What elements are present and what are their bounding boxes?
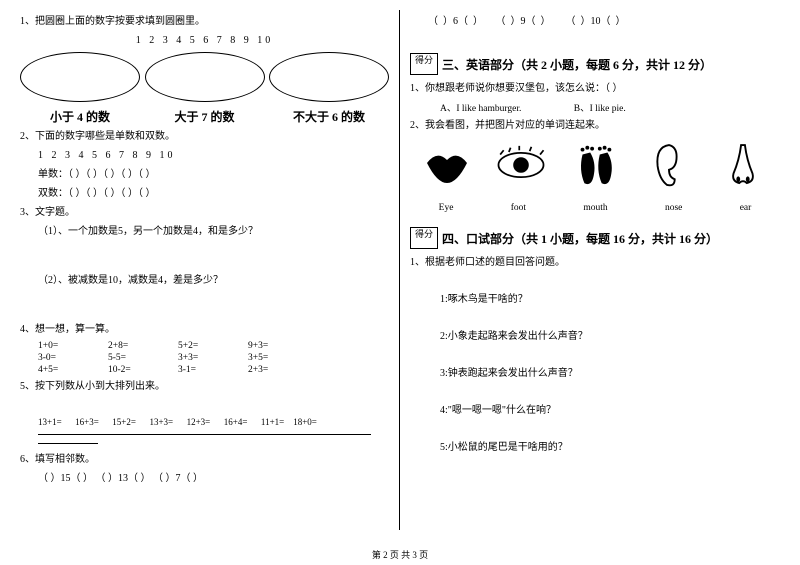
label-row: Eye foot mouth nose ear [410,203,780,213]
answer-line-1 [38,434,371,435]
q3-text: 3、文字题。 [20,205,389,220]
eye-icon [495,142,547,188]
q4-r1c3: 5+2= [178,341,228,351]
q4-row3: 4+5= 10-2= 3-1= 2+3= [20,365,389,375]
q4-r1c4: 9+3= [248,341,298,351]
oval-label-1: 小于 4 的数 [20,108,140,125]
lbl-eye: Eye [439,203,454,213]
foot-icon [569,142,621,188]
oval-labels: 小于 4 的数 大于 7 的数 不大于 6 的数 [20,108,389,125]
q5-text: 5、按下列数从小到大排列出来。 [20,379,389,394]
oq4: 4:"嗯一嗯一嗯"什么在响？ [410,403,780,418]
ovals-row [20,52,389,102]
page-columns: 1、把圆圈上面的数字按要求填到圆圈里。 1 2 3 4 5 6 7 8 9 10… [20,10,780,530]
q2-even: 双数：（ ）（ ）（ ）（ ）（ ） [20,186,389,201]
q3b-text: （2）、被减数是10，减数是4，差是多少？ [20,273,389,288]
section4-title: 四、口试部分（共 1 小题，每题 16 分，共计 16 分） [442,230,718,247]
q4-text: 4、想一想，算一算。 [20,322,389,337]
section3-row: 得分 三、英语部分（共 2 小题，每题 6 分，共计 12 分） [410,53,780,75]
page-footer: 第 2 页 共 3 页 [0,548,800,561]
e1-text: 1、你想跟老师说你想要汉堡包，该怎么说：（ ） [410,81,780,96]
score-box-4: 得分 [410,227,438,249]
e1a: A、I like hamburger. [440,104,521,114]
section4-row: 得分 四、口试部分（共 1 小题，每题 16 分，共计 16 分） [410,227,780,249]
e1-opts: A、I like hamburger. B、I like pie. [410,100,780,114]
q4-r2c2: 5-5= [108,353,158,363]
q4-r3c4: 2+3= [248,365,298,375]
oval-1 [20,52,140,102]
right-column: （ ）6（ ） （ ）9（ ） （ ）10（ ） 得分 三、英语部分（共 2 小… [400,10,780,530]
q6-text: 6、填写相邻数。 [20,452,389,467]
q2-text: 2、下面的数字哪些是单数和双数。 [20,129,389,144]
q4-r1c2: 2+8= [108,341,158,351]
q4-r2c4: 3+5= [248,353,298,363]
answer-line-2 [38,443,98,444]
left-column: 1、把圆圈上面的数字按要求填到圆圈里。 1 2 3 4 5 6 7 8 9 10… [20,10,400,530]
lbl-foot: foot [511,203,526,213]
q4-r3c2: 10-2= [108,365,158,375]
oq5: 5:小松鼠的尾巴是干啥用的？ [410,440,780,455]
lbl-ear: ear [740,203,752,213]
q5-nums: 13+1= 16+3= 15+2= 13+3= 12+3= 16+4= 11+1… [20,416,389,430]
oval-3 [269,52,389,102]
q4-r2c3: 3+3= [178,353,228,363]
oq1: 1:啄木鸟是干啥的？ [410,292,780,307]
oq3: 3:钟表跑起来会发出什么声音？ [410,366,780,381]
q3a-text: （1）、一个加数是5，另一个加数是4，和是多少？ [20,224,389,239]
q4-row2: 3-0= 5-5= 3+3= 3+5= [20,353,389,363]
q4-row1: 1+0= 2+8= 5+2= 9+3= [20,341,389,351]
q2-odd: 单数：（ ）（ ）（ ）（ ）（ ） [20,167,389,182]
lbl-mouth: mouth [583,203,607,213]
o1-text: 1、根据老师口述的题目回答问题。 [410,255,780,270]
q4-r3c1: 4+5= [38,365,88,375]
oval-label-3: 不大于 6 的数 [269,108,389,125]
section3-title: 三、英语部分（共 2 小题，每题 6 分，共计 12 分） [442,56,712,73]
e2-text: 2、我会看图，并把图片对应的单词连起来。 [410,118,780,133]
score-box-3: 得分 [410,53,438,75]
oq2: 2:小象走起路来会发出什么声音？ [410,329,780,344]
nose-icon [717,142,769,188]
ear-icon [643,142,695,188]
oval-label-2: 大于 7 的数 [145,108,265,125]
q6a-text: （ ）15（ ） （ ）13（ ） （ ）7（ ） [20,471,389,486]
topline-text: （ ）6（ ） （ ）9（ ） （ ）10（ ） [410,14,780,29]
e1b: B、I like pie. [574,104,626,114]
image-row [410,141,780,189]
oval-2 [145,52,265,102]
q1-text: 1、把圆圈上面的数字按要求填到圆圈里。 [20,14,389,29]
q4-r2c1: 3-0= [38,353,88,363]
q4-r3c3: 3-1= [178,365,228,375]
q1-numbers: 1 2 3 4 5 6 7 8 9 10 [20,35,389,46]
mouth-icon [421,142,473,188]
lbl-nose: nose [665,203,682,213]
q2-nums: 1 2 3 4 5 6 7 8 9 10 [20,148,389,163]
q4-r1c1: 1+0= [38,341,88,351]
